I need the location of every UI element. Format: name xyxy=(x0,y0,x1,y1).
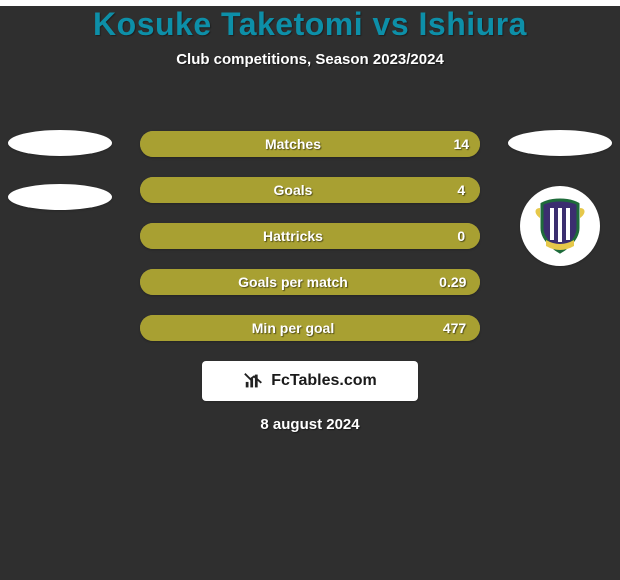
stat-bar: Matches 14 xyxy=(140,131,480,157)
stat-bar: Hattricks 0 xyxy=(140,223,480,249)
stat-bar: Goals 4 xyxy=(140,177,480,203)
stat-bar: Min per goal 477 xyxy=(140,315,480,341)
shield-icon xyxy=(528,194,592,258)
stat-value-right: 4 xyxy=(457,182,465,198)
stat-label: Min per goal xyxy=(252,320,334,336)
stat-value-right: 477 xyxy=(443,320,466,336)
fctables-logo[interactable]: FcTables.com xyxy=(202,361,418,401)
stat-value-right: 0 xyxy=(457,228,465,244)
date-label: 8 august 2024 xyxy=(0,416,620,433)
subtitle: Club competitions, Season 2023/2024 xyxy=(0,51,620,68)
logo-text: FcTables.com xyxy=(271,372,377,390)
stat-label: Hattricks xyxy=(263,228,323,244)
stats-bars: Matches 14 Goals 4 Hattricks 0 Goals per match… xyxy=(140,131,480,361)
stat-label: Goals xyxy=(274,182,313,198)
player-marker-right xyxy=(508,130,612,156)
stat-bar: Goals per match 0.29 xyxy=(140,269,480,295)
stat-value-right: 0.29 xyxy=(439,274,466,290)
stat-label: Matches xyxy=(265,136,321,152)
page-title: Kosuke Taketomi vs Ishiura xyxy=(0,6,620,43)
stat-value-right: 14 xyxy=(454,136,470,152)
player-marker-left xyxy=(8,184,112,210)
stat-label: Goals per match xyxy=(238,274,348,290)
bar-chart-icon xyxy=(243,370,265,392)
club-badge-right xyxy=(520,186,600,266)
player-marker-left xyxy=(8,130,112,156)
